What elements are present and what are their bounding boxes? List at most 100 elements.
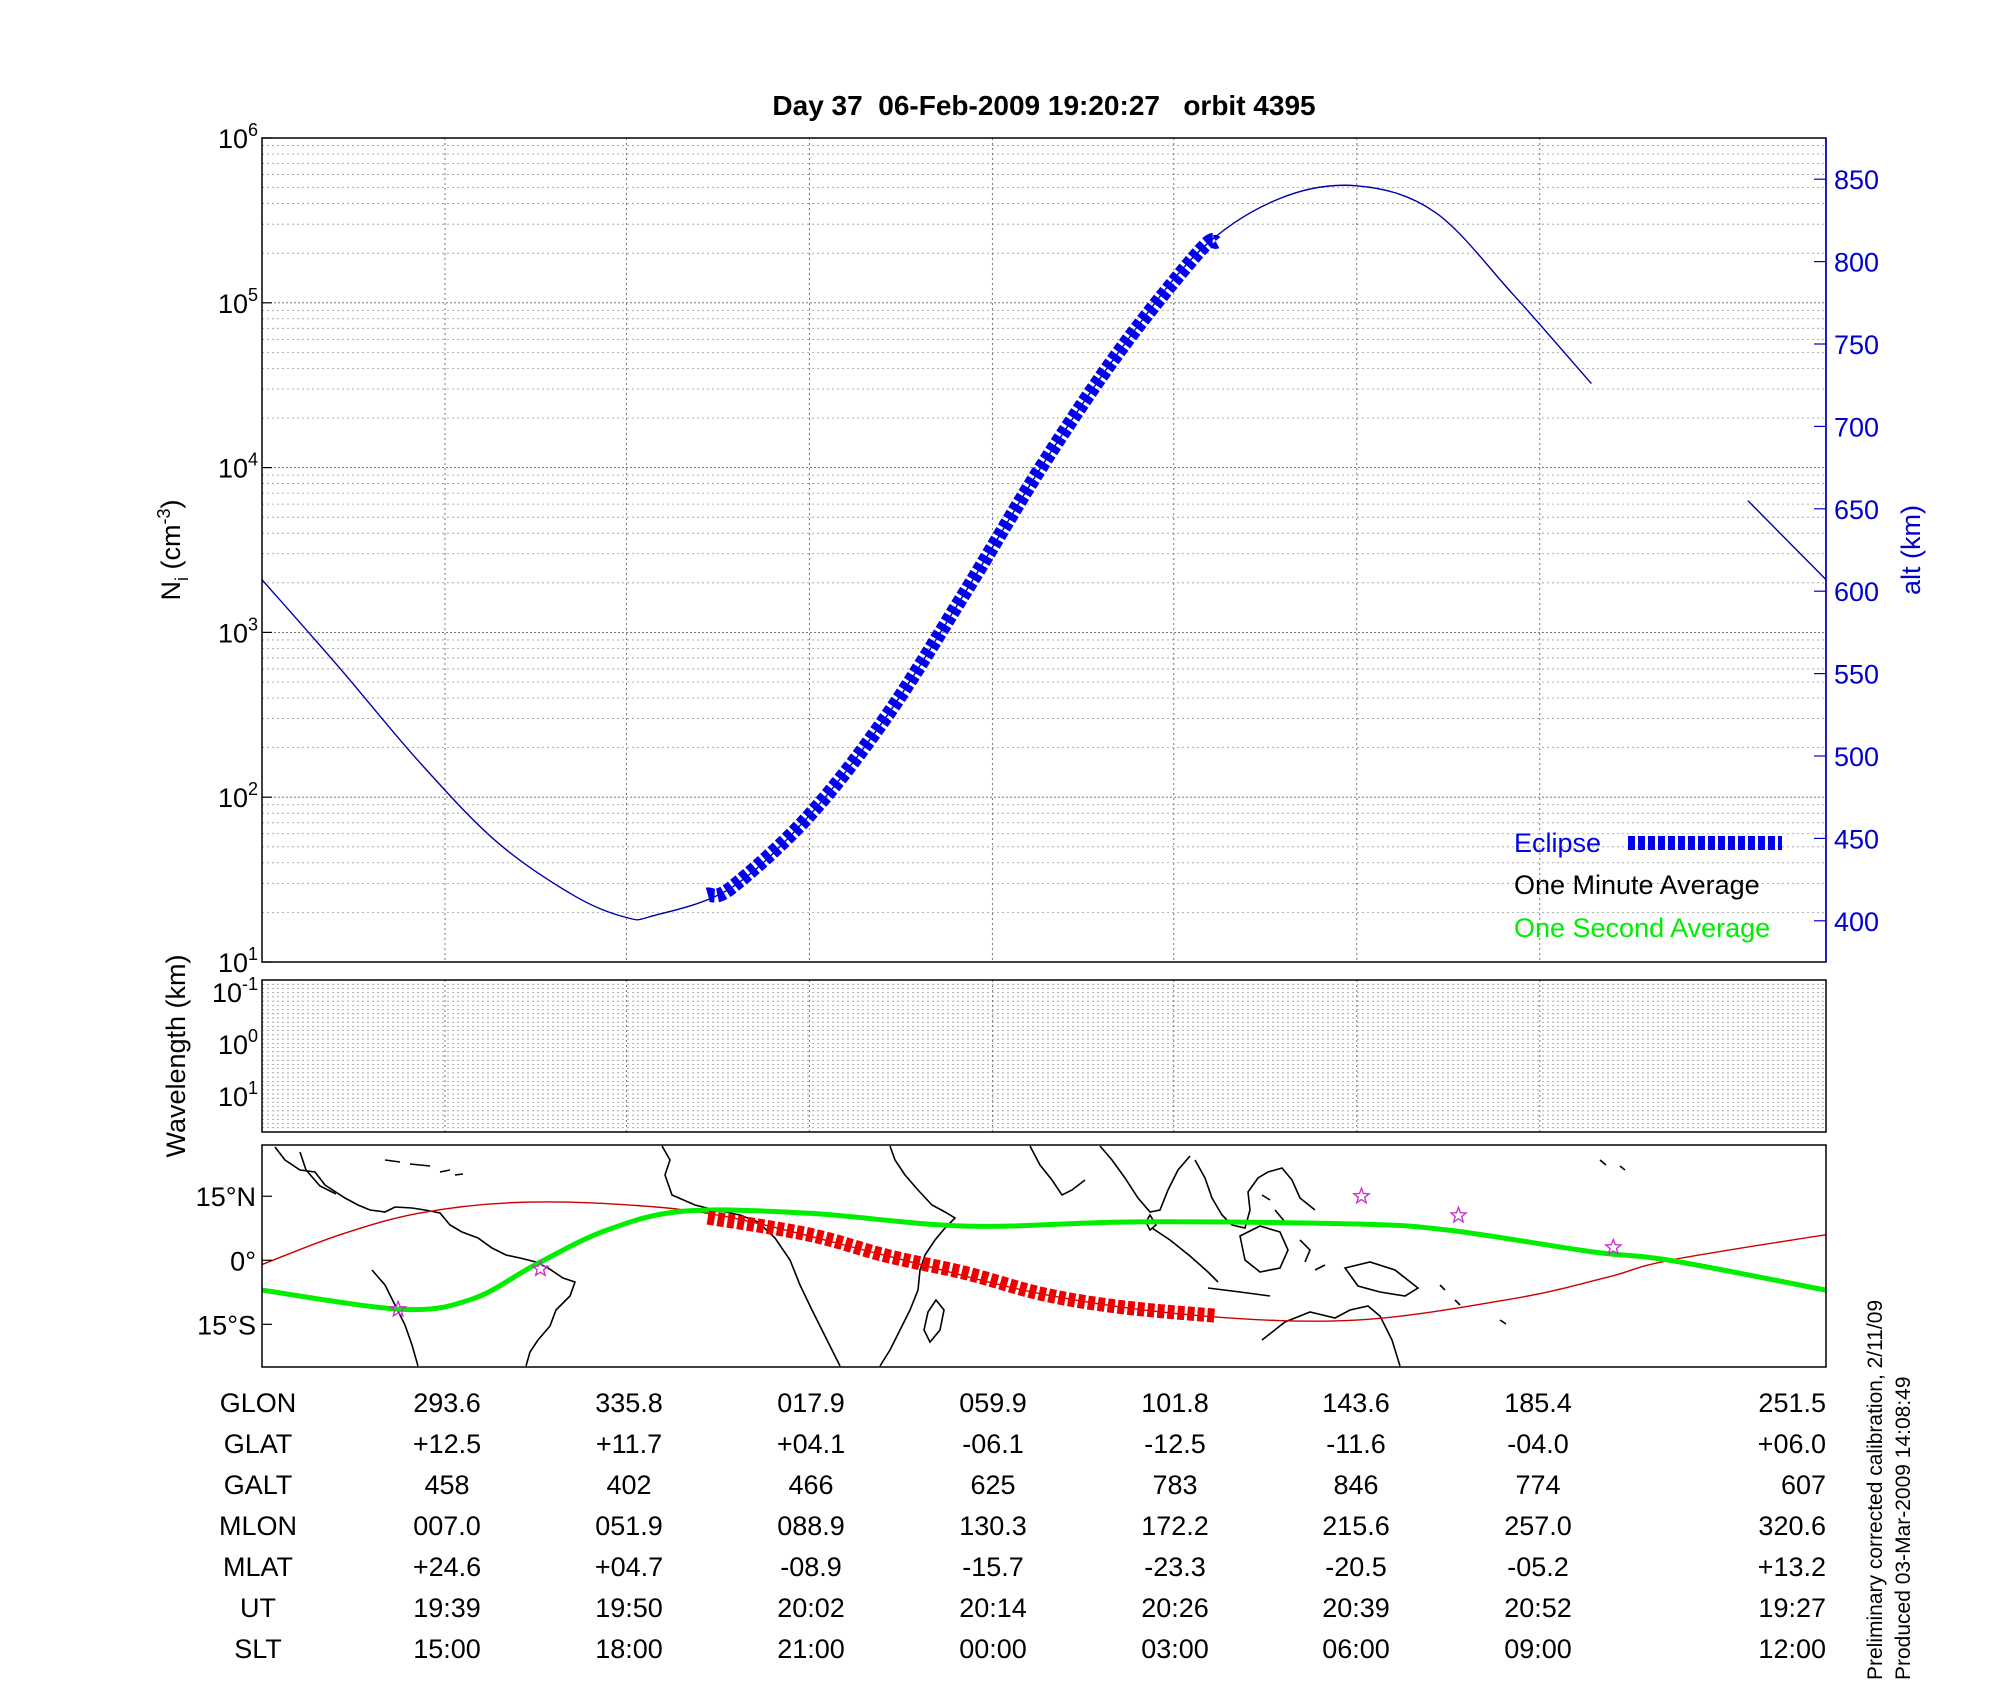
- table-cell: 21:00: [777, 1634, 845, 1664]
- table-cell: 251.5: [1758, 1388, 1826, 1418]
- table-cell: -06.1: [962, 1429, 1024, 1459]
- row-label-mlat: MLAT: [223, 1552, 293, 1582]
- table-cell: +06.0: [1758, 1429, 1826, 1459]
- table-cell: 18:00: [595, 1634, 663, 1664]
- sulawesi-philippines: [1261, 1194, 1326, 1271]
- lat-tick-label: 15°N: [196, 1182, 256, 1212]
- y2-tick-label: 750: [1834, 330, 1879, 360]
- table-cell: 03:00: [1141, 1634, 1209, 1664]
- java: [1207, 1287, 1271, 1297]
- table-cell: 059.9: [959, 1388, 1027, 1418]
- density-panel: 101 102 103 104 105 106 400 450 500 550 600 650 700…: [154, 120, 1926, 978]
- coast-arabia-india: [1029, 1145, 1191, 1213]
- table-cell: -04.0: [1507, 1429, 1569, 1459]
- map-coastlines: [274, 1145, 1626, 1367]
- table-cell: 15:00: [413, 1634, 481, 1664]
- table-cell: 101.8: [1141, 1388, 1209, 1418]
- table-cell: 466: [788, 1470, 833, 1500]
- y-tick-label: 102: [218, 779, 258, 813]
- table-cell: 774: [1515, 1470, 1560, 1500]
- table-cell: 625: [970, 1470, 1015, 1500]
- wavelength-label: Wavelength (km): [161, 954, 191, 1157]
- y2-tick-label: 850: [1834, 165, 1879, 195]
- table-cell: +13.2: [1758, 1552, 1826, 1582]
- table-cell: 20:14: [959, 1593, 1027, 1623]
- y-tick-label: 103: [218, 614, 258, 648]
- legend-one-second: One Second Average: [1514, 913, 1770, 943]
- y-tick-label: 105: [218, 285, 258, 319]
- table-cell: +11.7: [596, 1429, 662, 1459]
- legend-one-minute: One Minute Average: [1514, 870, 1760, 900]
- new-guinea: [1343, 1261, 1420, 1297]
- row-label-mlon: MLON: [219, 1511, 297, 1541]
- table-cell: 20:52: [1504, 1593, 1572, 1623]
- y-axis-label-unit-close: ): [156, 500, 186, 509]
- table-cell: 19:39: [413, 1593, 481, 1623]
- eclipse-line: [705, 232, 1223, 903]
- orbit-track-line: [262, 1201, 1826, 1322]
- table-cell: 20:02: [777, 1593, 845, 1623]
- altitude-line: [262, 184, 1592, 921]
- table-cell: 402: [606, 1470, 651, 1500]
- table-cell: -23.3: [1144, 1552, 1206, 1582]
- table-cell: -11.6: [1326, 1429, 1386, 1459]
- y2-tick-label: 600: [1834, 577, 1879, 607]
- star-marker: [1603, 1237, 1623, 1256]
- table-cell: +24.6: [413, 1552, 481, 1582]
- y2-tick-label: 550: [1834, 660, 1879, 690]
- y-axis-label-unit: (cm: [156, 525, 186, 577]
- map-lat-ticks: 15°N 0° 15°S: [196, 1182, 272, 1340]
- y2-tick-label: 500: [1834, 742, 1879, 772]
- table-cell: 19:50: [595, 1593, 663, 1623]
- table-cell: 20:26: [1141, 1593, 1209, 1623]
- pacific-islands: [1439, 1159, 1626, 1325]
- coast-americas-west: [371, 1269, 419, 1367]
- coast-se-asia: [1194, 1159, 1316, 1229]
- eclipse-track-line: [706, 1210, 1217, 1323]
- table-cell: 12:00: [1758, 1634, 1826, 1664]
- altitude-line-after-gap: [1747, 500, 1826, 581]
- table-cell: -12.5: [1144, 1429, 1206, 1459]
- top-series: [262, 184, 1826, 921]
- table-cell: -05.2: [1507, 1552, 1569, 1582]
- table-cell: 19:27: [1758, 1593, 1826, 1623]
- produced-note: Produced 03-Mar-2009 14:08:49: [1892, 1376, 1915, 1680]
- y2-axis-label: alt (km): [1896, 505, 1926, 595]
- table-cell: 293.6: [413, 1388, 481, 1418]
- table-cell: 783: [1152, 1470, 1197, 1500]
- row-label-slt: SLT: [234, 1634, 282, 1664]
- y-tick-label: 106: [218, 120, 258, 154]
- coast-americas: [274, 1146, 577, 1367]
- chart-title: Day 37 06-Feb-2009 19:20:27 orbit 4395: [772, 90, 1315, 121]
- y-left-ticks: 101 102 103 104 105 106: [218, 120, 272, 978]
- coast-africa: [661, 1145, 957, 1367]
- y-axis-label: Ni (cm-3): [154, 500, 192, 601]
- y-tick-label: 101: [218, 944, 258, 978]
- y2-tick-label: 700: [1834, 412, 1879, 442]
- sumatra: [1151, 1227, 1219, 1283]
- table-cell: 335.8: [595, 1388, 663, 1418]
- lat-tick-label: 0°: [230, 1246, 256, 1276]
- y2-tick-label: 800: [1834, 248, 1879, 278]
- y-axis-label-unit-sup: -3: [154, 509, 174, 525]
- star-marker: [530, 1258, 550, 1277]
- wavelength-tick-label: 10-1: [212, 974, 258, 1008]
- one-second-line: [262, 1207, 1826, 1313]
- table-cell: 215.6: [1322, 1511, 1390, 1541]
- row-label-glat: GLAT: [224, 1429, 293, 1459]
- map-frame: [261, 1144, 1827, 1368]
- star-marker: [1352, 1186, 1371, 1205]
- table-cell: +04.1: [777, 1429, 845, 1459]
- y2-tick-label: 400: [1834, 907, 1879, 937]
- table-cell: 257.0: [1504, 1511, 1572, 1541]
- table-cell: 20:39: [1322, 1593, 1390, 1623]
- table-cell: 09:00: [1504, 1634, 1572, 1664]
- star-marker: [388, 1299, 408, 1318]
- mid-grid: [262, 980, 1826, 1132]
- mid-frame: [261, 979, 1827, 1133]
- lat-tick-label: 15°S: [197, 1310, 256, 1340]
- caribbean-islands: [384, 1159, 464, 1176]
- table-cell: 130.3: [959, 1511, 1027, 1541]
- madagascar: [923, 1298, 945, 1344]
